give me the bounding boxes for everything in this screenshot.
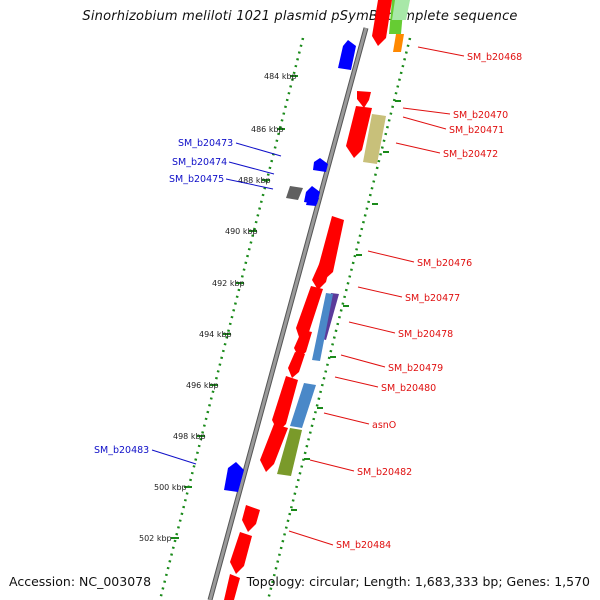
gene-SM_b20477 [312,262,330,290]
scale-label: 490 kbp [225,227,258,236]
gene-SM_b20484a [242,505,260,532]
reverse-guide-line [266,37,412,600]
scale-ticks [171,75,298,539]
reverse-guide-ticks [291,100,401,511]
scale-label: 500 kbp [154,483,187,492]
feature-block-steelblue [312,293,333,361]
feature-block-orange [393,34,404,52]
scale-label: 488 kbp [238,176,271,185]
feature-block-khaki [363,114,386,164]
gene-label: SM_b20473 [178,138,233,149]
scale-label: 498 kbp [173,432,206,441]
topology-text: Topology: circular; Length: 1,683,333 bp… [246,574,590,589]
forward-genes [224,40,356,492]
gene-SM_b20474 [313,158,328,172]
gene-label: SM_b20472 [443,149,498,160]
feature-block-olive [277,428,302,476]
scale-label: 502 kbp [139,534,172,543]
gene-label: SM_b20480 [381,383,436,394]
forward-gene-labels: SM_b20473 SM_b20474 SM_b20475 SM_b20483 [94,138,233,456]
gene-label: SM_b20483 [94,445,149,456]
reverse-leader-lines [288,46,465,546]
gene-label: SM_b20478 [398,329,453,340]
feature-block-steelblue-2 [290,383,316,428]
map-title: Sinorhizobium meliloti 1021 plasmid pSym… [82,9,518,24]
gene-SM_b20473 [286,186,303,200]
gene-label: SM_b20484 [336,540,391,551]
gene-forward-1 [338,40,356,70]
scale-labels: 484 kbp 486 kbp 488 kbp 490 kbp 492 kbp … [139,72,297,543]
scale-label: 496 kbp [186,381,219,390]
gene-SM_b20471-72 [346,106,372,158]
gene-SM_b20478 [296,286,323,340]
gene-SM_b20479b [288,352,305,378]
scale-label: 484 kbp [264,72,297,81]
reverse-gene-labels: SM_b20468 SM_b20470 SM_b20471 SM_b20472 … [336,52,522,551]
gene-SM_b20484b [230,532,252,574]
gene-label: SM_b20470 [453,110,508,121]
gene-label: SM_b20479 [388,363,443,374]
backbone [208,27,368,600]
gene-SM_b20475b [306,194,319,206]
gene-SM_b20468 [372,0,392,46]
gene-SM_b20483 [224,462,244,492]
scale-label: 486 kbp [251,125,284,134]
feature-block-lightblue [392,0,410,20]
scale-label: 494 kbp [199,330,232,339]
gene-SM_b20479a [294,330,312,358]
gene-label: SM_b20471 [449,125,504,136]
gene-label: SM_b20475 [169,174,224,185]
gene-SM_b20480 [272,376,298,432]
gene-label: asnO [372,420,396,431]
scale-label: 492 kbp [212,279,245,288]
gene-SM_b20470 [357,91,371,108]
gene-SM_b20485 [224,574,240,600]
reverse-genes [224,0,392,600]
gene-label: SM_b20482 [357,467,412,478]
feature-blocks [277,0,410,476]
accession-text: Accession: NC_003078 [9,574,152,589]
forward-guide-line [158,37,305,600]
forward-leader-lines [151,142,282,465]
gene-asnO [260,424,288,472]
gene-label: SM_b20477 [405,293,460,304]
gene-label: SM_b20476 [417,258,472,269]
gene-label: SM_b20474 [172,157,227,168]
gene-label: SM_b20468 [467,52,522,63]
